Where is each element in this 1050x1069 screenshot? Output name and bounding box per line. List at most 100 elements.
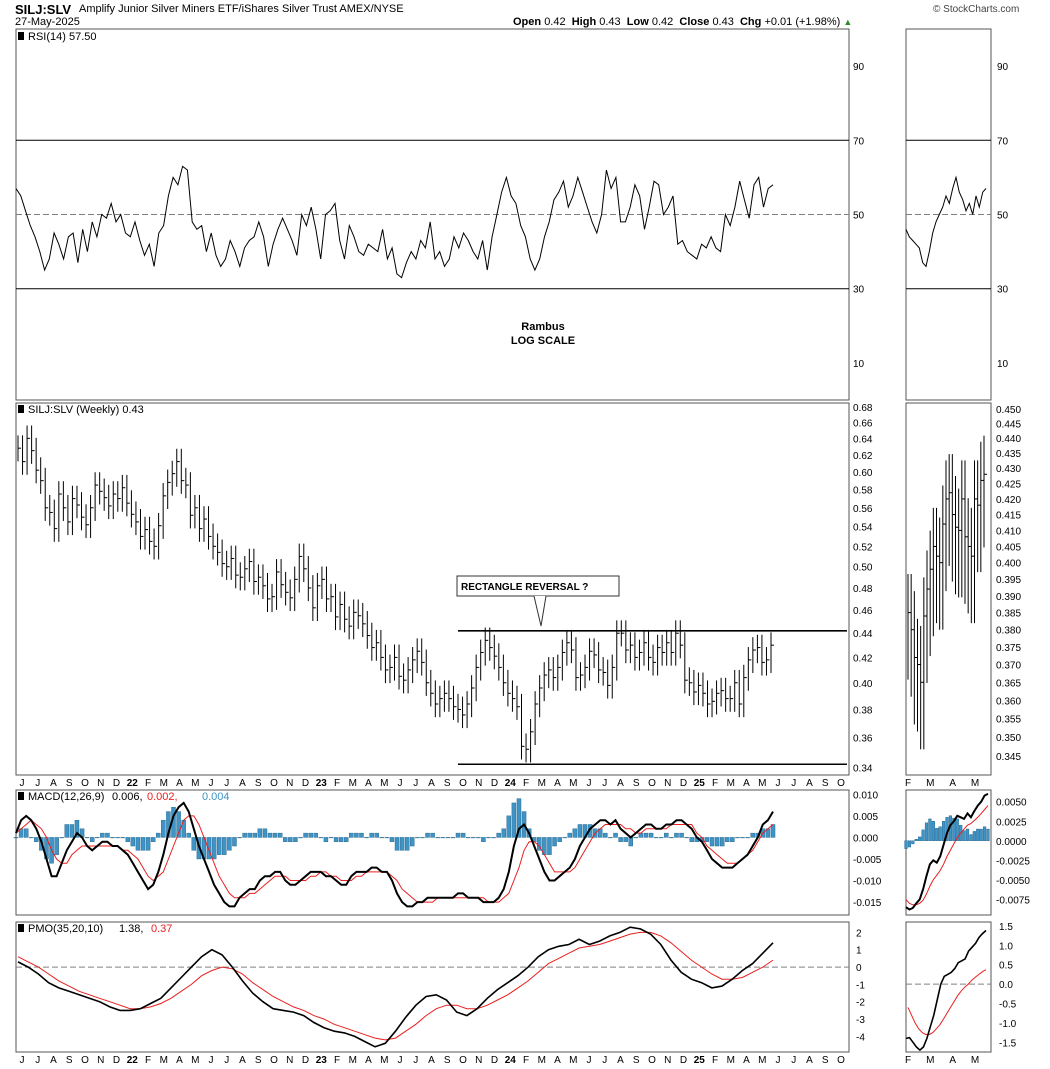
pmo-ytick-label-zoom: 1.5 xyxy=(999,922,1013,933)
x-axis-label: A xyxy=(50,778,57,789)
macd-histogram-bar xyxy=(669,837,674,839)
x-axis-label: D xyxy=(113,778,120,789)
macd-ytick-label: 0.010 xyxy=(853,790,878,801)
macd-histogram-bar-zoom xyxy=(928,818,932,841)
x-axis-label: M xyxy=(758,778,766,789)
macd-histogram-bar-zoom xyxy=(941,821,946,841)
macd-histogram-bar-zoom xyxy=(924,822,929,841)
macd-histogram-bar-zoom xyxy=(969,834,973,841)
macd-histogram-bar xyxy=(84,837,90,839)
x-axis-label: A xyxy=(365,778,372,789)
x-axis-label: M xyxy=(349,778,357,789)
x-axis-label: N xyxy=(475,778,482,789)
macd-histogram-bar xyxy=(684,837,689,839)
x-axis-label: J xyxy=(776,778,781,789)
x-axis-label: M xyxy=(538,778,546,789)
x-axis-label-bottom: S xyxy=(633,1055,640,1066)
macd-ytick-label-zoom: 0.0000 xyxy=(996,837,1027,848)
x-axis-label: A xyxy=(617,778,624,789)
x-axis-label: A xyxy=(239,778,246,789)
macd-histogram-bar xyxy=(349,832,354,838)
x-axis-label-bottom: J xyxy=(602,1055,607,1066)
price-ytick-label: 0.40 xyxy=(853,679,873,690)
price-ytick-label: 0.62 xyxy=(853,451,873,462)
price-ytick-label: 0.48 xyxy=(853,584,873,595)
macd-histogram-bar xyxy=(491,837,496,839)
pmo-signal-value: 0.37 xyxy=(151,923,172,935)
macd-histogram-bar xyxy=(338,837,344,842)
pmo-line-zoom xyxy=(905,929,987,1052)
macd-histogram-bar xyxy=(222,837,227,855)
macd-signal-value: 0.002, xyxy=(147,791,178,803)
price-ytick-label-zoom: 0.430 xyxy=(996,464,1021,475)
macd-histogram-bar xyxy=(13,837,19,839)
high-value: 0.43 xyxy=(599,16,621,28)
macd-title: MACD(12,26,9) xyxy=(28,791,104,803)
macd-histogram-bar xyxy=(450,837,456,839)
x-axis-label-bottom: F xyxy=(523,1055,529,1066)
macd-histogram-bar xyxy=(674,832,679,838)
x-axis-label: F xyxy=(334,778,340,789)
x-axis-label: N xyxy=(97,778,104,789)
macd-histogram-bar xyxy=(460,832,466,838)
pmo-ytick-label: -2 xyxy=(856,998,865,1009)
x-axis-label-bottom: D xyxy=(113,1055,120,1066)
x-axis-label-bottom: N xyxy=(664,1055,671,1066)
macd-histogram-bar xyxy=(34,837,39,842)
macd-histogram-bar xyxy=(176,811,181,838)
x-axis-label: 24 xyxy=(505,778,517,789)
x-axis-label: J xyxy=(413,778,418,789)
macd-histogram-bar xyxy=(267,832,273,838)
price-ytick-label-zoom: 0.360 xyxy=(996,696,1021,707)
x-axis-label-bottom: O xyxy=(270,1055,278,1066)
pmo-value: 1.38, xyxy=(119,923,143,935)
macd-histogram-bar xyxy=(359,832,364,838)
x-axis-label: S xyxy=(633,778,640,789)
macd-histogram-bar xyxy=(344,837,349,842)
macd-value: 0.006, xyxy=(112,791,143,803)
x-axis-label: A xyxy=(806,778,813,789)
macd-histogram-bar xyxy=(105,832,110,838)
price-ytick-label-zoom: 0.415 xyxy=(996,511,1021,522)
rsi-ytick-label-zoom: 70 xyxy=(997,136,1009,147)
low-value: 0.42 xyxy=(651,16,674,28)
macd-histogram-bar-zoom xyxy=(931,821,935,841)
price-ytick-label-zoom: 0.380 xyxy=(996,626,1021,637)
macd-histogram-bar xyxy=(613,832,618,838)
macd-histogram-bar xyxy=(643,832,649,838)
macd-histogram-bar-zoom xyxy=(938,826,942,841)
x-axis-label-bottom: M xyxy=(569,1055,577,1066)
macd-histogram-bar xyxy=(156,832,161,838)
pmo-ytick-label: -3 xyxy=(856,1015,865,1026)
x-axis-label: O xyxy=(81,778,89,789)
x-axis-label-bottom: N xyxy=(475,1055,482,1066)
price-ytick-label-zoom: 0.345 xyxy=(996,752,1021,763)
macd-histogram-bar xyxy=(603,832,608,838)
macd-histogram-bar xyxy=(293,837,298,842)
x-axis-label-zoom: F xyxy=(905,778,911,789)
macd-histogram-bar xyxy=(272,832,278,838)
macd-histogram-bar xyxy=(191,837,197,851)
price-ytick-label-zoom: 0.420 xyxy=(996,495,1021,506)
macd-histogram-bar-zoom xyxy=(918,836,922,841)
macd-histogram-bar xyxy=(547,837,552,855)
low-label: Low xyxy=(626,16,649,28)
macd-histogram-bar xyxy=(511,802,517,838)
rsi-ytick-label-zoom: 90 xyxy=(997,62,1009,73)
x-axis-label-bottom: A xyxy=(365,1055,372,1066)
price-ytick-label-zoom: 0.410 xyxy=(996,526,1021,537)
macd-histogram-bar xyxy=(277,832,283,838)
x-axis-label: N xyxy=(286,778,293,789)
macd-histogram-bar-zoom xyxy=(976,828,980,841)
macd-histogram-bar xyxy=(562,837,567,839)
x-axis-label-bottom: 23 xyxy=(316,1055,328,1066)
macd-histogram-bar xyxy=(572,828,578,838)
price-ytick-label: 0.36 xyxy=(853,734,873,745)
x-axis-label-zoom: M xyxy=(971,778,979,789)
macd-histogram-bar xyxy=(313,832,318,838)
macd-histogram-bar xyxy=(95,837,100,839)
macd-histogram-bar-zoom xyxy=(904,840,908,849)
x-axis-label-bottom: A xyxy=(176,1055,183,1066)
macd-histogram-bar xyxy=(481,837,486,842)
macd-histogram-bar xyxy=(303,832,308,838)
